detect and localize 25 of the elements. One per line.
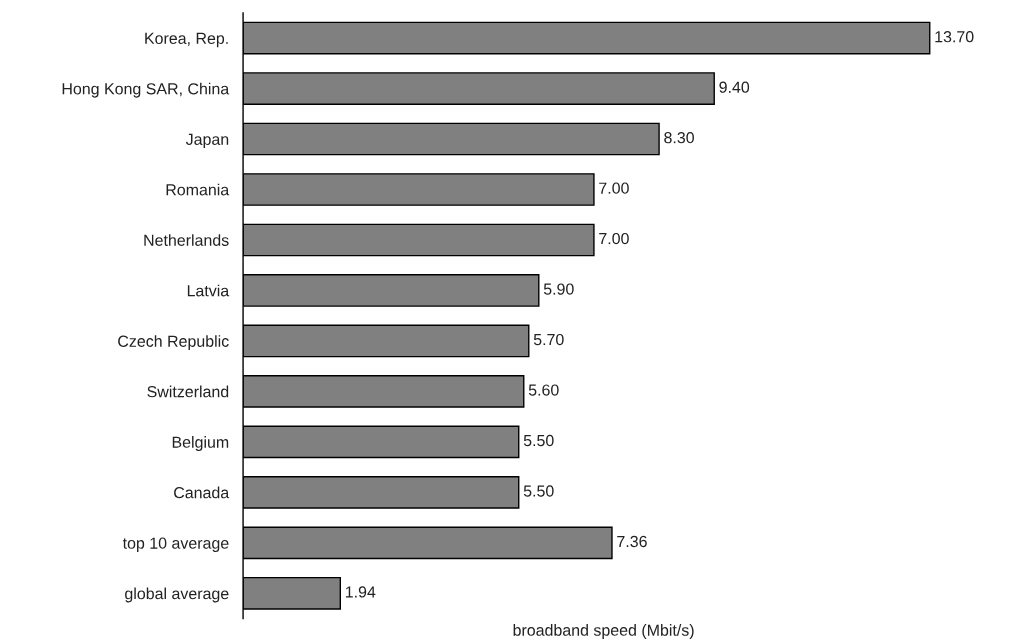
- data-label: 13.70: [935, 31, 974, 43]
- data-label: 9.40: [719, 81, 750, 93]
- y-tick-label: global average: [125, 587, 229, 603]
- y-tick-label: Romania: [166, 183, 230, 196]
- data-label: 5.90: [543, 283, 574, 295]
- y-tick-label: Netherlands: [144, 234, 229, 246]
- data-label: 7.36: [617, 535, 647, 548]
- data-label: 5.50: [523, 485, 554, 497]
- data-label: 1.94: [345, 586, 376, 598]
- data-label: 7.00: [599, 232, 629, 245]
- data-label: 5.70: [533, 333, 564, 346]
- y-tick-label: top 10 average: [122, 537, 229, 552]
- x-axis-title: broadband speed (Mbit/s): [513, 624, 694, 640]
- y-tick-label: Czech Republic: [118, 335, 229, 351]
- data-label: 8.30: [664, 131, 694, 144]
- y-tick-label: Korea, Rep.: [145, 32, 228, 48]
- y-tick-label: Hong Kong SAR, China: [62, 82, 230, 98]
- data-label: 7.00: [599, 182, 629, 194]
- y-tick-label: Latvia: [187, 284, 230, 297]
- y-tick-label: Switzerland: [147, 385, 229, 398]
- y-tick-label: Belgium: [172, 436, 229, 451]
- y-tick-label: Japan: [185, 133, 229, 149]
- data-label: 5.60: [528, 384, 559, 396]
- y-tick-label: Canada: [174, 486, 230, 499]
- data-label: 5.50: [523, 434, 554, 447]
